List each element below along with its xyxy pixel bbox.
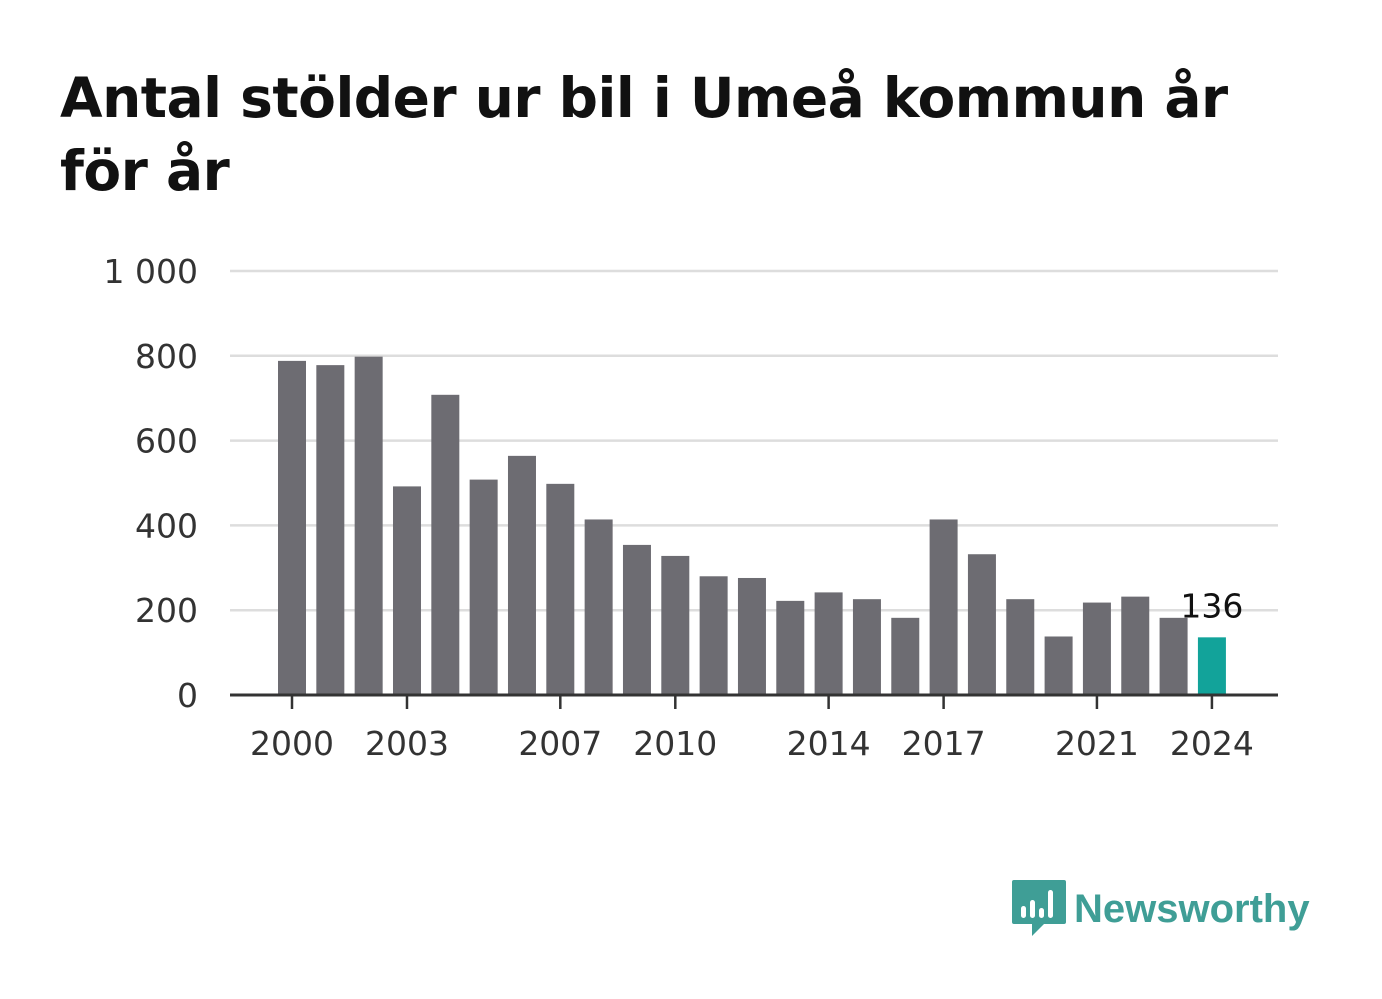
bar-2010 xyxy=(661,555,690,695)
x-tick-label: 2010 xyxy=(633,724,717,763)
bar-2007 xyxy=(546,483,575,695)
bar-2000 xyxy=(278,360,306,695)
y-tick-label: 0 xyxy=(177,676,198,715)
bar-2012 xyxy=(737,577,766,695)
bar-2001 xyxy=(316,365,345,695)
bar-2021 xyxy=(1082,602,1111,695)
y-tick-label: 800 xyxy=(135,337,198,376)
x-tick-label: 2021 xyxy=(1055,724,1139,763)
bar-2019 xyxy=(1006,599,1035,695)
brand-name: Newsworthy xyxy=(1074,886,1310,931)
x-tick-label: 2003 xyxy=(365,724,449,763)
newsworthy-logo: Newsworthy xyxy=(1010,878,1310,940)
bar-2009 xyxy=(622,544,651,695)
bar-2014 xyxy=(814,592,843,695)
bar-2016 xyxy=(891,617,920,695)
chart-title: Antal stölder ur bil i Umeå kommun år fö… xyxy=(60,66,1228,203)
bar-2008 xyxy=(584,519,613,695)
bar-2020 xyxy=(1044,636,1073,695)
bar-2022 xyxy=(1121,596,1150,695)
bar-2018 xyxy=(967,554,996,695)
bar-2017 xyxy=(929,519,958,695)
labels: 0 200 400 600 800 1 000 136 2000 2003 2007 2010 201… xyxy=(104,252,1254,763)
bar-2003 xyxy=(392,486,421,695)
axes xyxy=(230,693,1278,709)
bar-value-label: 136 xyxy=(1180,586,1243,625)
bar-2015 xyxy=(852,599,881,695)
bar-2002 xyxy=(354,356,383,695)
y-tick-label: 1 000 xyxy=(104,252,198,291)
bars xyxy=(278,356,1226,695)
gridlines xyxy=(230,269,1278,612)
y-tick-label: 400 xyxy=(135,506,198,545)
x-tick-label: 2000 xyxy=(250,724,334,763)
y-tick-label: 200 xyxy=(135,591,198,630)
x-tick-label: 2017 xyxy=(902,724,986,763)
x-tick-label: 2007 xyxy=(518,724,602,763)
bar-2023 xyxy=(1159,617,1188,695)
x-tick-label: 2014 xyxy=(787,724,871,763)
bar-2013 xyxy=(776,600,805,695)
y-tick-label: 600 xyxy=(135,422,198,461)
bar-2005 xyxy=(469,479,498,695)
bar-2004 xyxy=(431,394,460,695)
bar-2011 xyxy=(699,576,728,695)
bar-2006 xyxy=(507,455,536,695)
chart-speech-bubble-icon xyxy=(1012,880,1066,936)
bar-2024 xyxy=(1197,637,1226,695)
x-tick-label: 2024 xyxy=(1170,724,1254,763)
